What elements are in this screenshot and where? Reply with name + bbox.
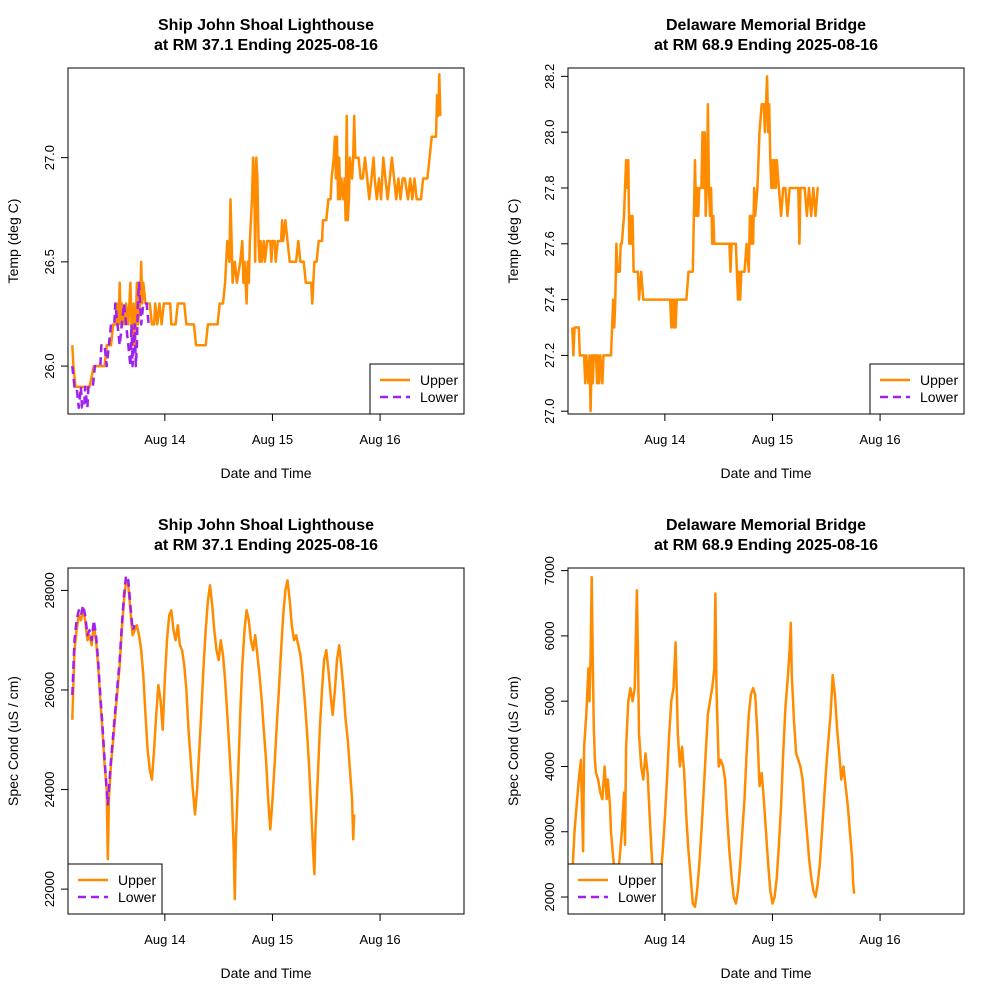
y-tick-label: 27.8: [542, 175, 557, 200]
chart-subtitle: at RM 37.1 Ending 2025-08-16: [154, 537, 378, 554]
x-tick-label: Aug 16: [859, 432, 900, 447]
y-tick-label: 3000: [542, 817, 557, 846]
chart-title: Delaware Memorial Bridge: [666, 517, 866, 534]
legend-label-lower: Lower: [920, 389, 958, 405]
x-tick-label: Aug 15: [252, 932, 293, 947]
y-tick-label: 28.2: [542, 64, 557, 89]
legend-label-upper: Upper: [618, 872, 656, 888]
chart-title: Delaware Memorial Bridge: [666, 17, 866, 34]
chart-title: Ship John Shoal Lighthouse: [158, 517, 374, 534]
series-line-upper: [571, 75, 819, 413]
legend-label-upper: Upper: [420, 372, 458, 388]
chart-title: Ship John Shoal Lighthouse: [158, 17, 374, 34]
chart-panel-3: Ship John Shoal Lighthouse at RM 37.1 End…: [5, 517, 465, 981]
y-tick-label: 28000: [42, 572, 57, 608]
y-tick-label: 6000: [542, 621, 557, 650]
x-tick-label: Aug 16: [359, 432, 400, 447]
x-tick-label: Aug 16: [859, 932, 900, 947]
x-tick-label: Aug 15: [752, 932, 793, 947]
x-axis-label: Date and Time: [720, 965, 811, 981]
legend-box: [67, 863, 163, 915]
legend-label-lower: Lower: [618, 889, 656, 905]
legend-box: [369, 363, 465, 415]
y-tick-label: 22000: [42, 871, 57, 907]
y-tick-label: 26000: [42, 672, 57, 708]
y-tick-label: 27.4: [542, 287, 557, 312]
legend-label-lower: Lower: [420, 389, 458, 405]
chart-panel-2: Delaware Memorial Bridge at RM 68.9 Endin…: [505, 17, 965, 481]
y-tick-label: 27.6: [542, 231, 557, 256]
legend-box: [869, 363, 965, 415]
y-axis-label: Spec Cond (uS / cm): [505, 676, 521, 806]
y-tick-label: 24000: [42, 771, 57, 807]
chart-panel-4: Delaware Memorial Bridge at RM 68.9 Endin…: [505, 517, 965, 981]
x-tick-label: Aug 14: [644, 432, 685, 447]
y-tick-label: 27.0: [542, 399, 557, 424]
y-tick-label: 5000: [542, 687, 557, 716]
plot-frame: [567, 67, 965, 415]
y-tick-label: 2000: [542, 883, 557, 912]
chart-panel-1: Ship John Shoal Lighthouse at RM 37.1 End…: [5, 17, 465, 481]
x-tick-label: Aug 15: [252, 432, 293, 447]
plot-frame: [67, 67, 465, 415]
y-tick-label: 7000: [542, 556, 557, 585]
chart-subtitle: at RM 37.1 Ending 2025-08-16: [154, 37, 378, 54]
chart-subtitle: at RM 68.9 Ending 2025-08-16: [654, 37, 878, 54]
legend-box: [567, 863, 663, 915]
y-axis-label: Spec Cond (uS / cm): [5, 676, 21, 806]
legend-label-lower: Lower: [118, 889, 156, 905]
y-tick-label: 27.2: [542, 343, 557, 368]
x-tick-label: Aug 14: [144, 932, 185, 947]
y-axis-label: Temp (deg C): [505, 199, 521, 284]
x-tick-label: Aug 15: [752, 432, 793, 447]
series-line-upper: [571, 575, 856, 909]
y-tick-label: 27.0: [42, 145, 57, 170]
y-tick-label: 26.0: [42, 353, 57, 378]
x-tick-label: Aug 14: [644, 932, 685, 947]
y-tick-label: 28.0: [542, 120, 557, 145]
x-tick-label: Aug 14: [144, 432, 185, 447]
series-line-lower: [71, 574, 136, 806]
y-axis-label: Temp (deg C): [5, 199, 21, 284]
y-tick-label: 26.5: [42, 249, 57, 274]
series-line-upper: [71, 73, 442, 389]
x-axis-label: Date and Time: [220, 965, 311, 981]
legend-label-upper: Upper: [118, 872, 156, 888]
series-line-upper: [71, 579, 356, 901]
legend-label-upper: Upper: [920, 372, 958, 388]
y-tick-label: 4000: [542, 752, 557, 781]
x-axis-label: Date and Time: [220, 465, 311, 481]
x-tick-label: Aug 16: [359, 932, 400, 947]
plot-frame: [567, 567, 965, 915]
chart-subtitle: at RM 68.9 Ending 2025-08-16: [654, 537, 878, 554]
x-axis-label: Date and Time: [720, 465, 811, 481]
plot-frame: [67, 567, 465, 915]
series-line-lower: [71, 281, 150, 409]
